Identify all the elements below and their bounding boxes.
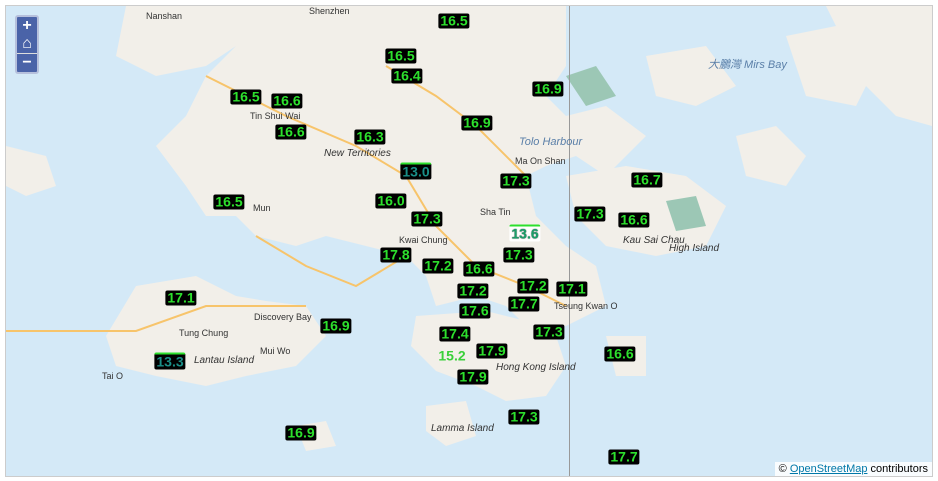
temperature-label[interactable]: 16.3: [354, 128, 386, 145]
temperature-label[interactable]: 17.2: [457, 282, 489, 299]
place-label: Nanshan: [146, 11, 183, 21]
temperature-label[interactable]: 17.3: [533, 323, 565, 340]
temperature-label[interactable]: 16.6: [271, 92, 303, 109]
temperature-label[interactable]: 16.0: [375, 192, 407, 209]
temperature-label[interactable]: 16.6: [618, 211, 650, 228]
attribution-suffix: contributors: [867, 463, 928, 475]
home-button[interactable]: ⌂: [22, 35, 32, 52]
place-label: Lantau Island: [194, 355, 255, 366]
place-label: Discovery Bay: [254, 312, 312, 322]
temperature-label[interactable]: 16.5: [385, 47, 417, 64]
temperature-label[interactable]: 17.8: [380, 246, 412, 263]
place-label: Shenzhen: [309, 6, 350, 16]
place-label: Tai O: [102, 371, 124, 381]
zoom-control: + ⌂ −: [15, 15, 39, 74]
boundary-line: [569, 6, 570, 476]
temperature-label[interactable]: 13.3: [154, 352, 186, 370]
temperature-label[interactable]: 16.9: [320, 317, 352, 334]
temperature-label[interactable]: 17.3: [503, 246, 535, 263]
temperature-label[interactable]: 16.9: [285, 424, 317, 441]
temperature-label[interactable]: 17.3: [508, 408, 540, 425]
temperature-label[interactable]: 16.9: [532, 80, 564, 97]
temperature-label[interactable]: 17.2: [422, 257, 454, 274]
zoom-out-button[interactable]: −: [17, 53, 37, 72]
attribution: © OpenStreetMap contributors: [774, 462, 932, 476]
temperature-label[interactable]: 16.5: [213, 193, 245, 210]
temperature-label[interactable]: 16.4: [391, 67, 423, 84]
temperature-label[interactable]: 17.3: [411, 210, 443, 227]
place-label: Tseung Kwan O: [554, 301, 618, 311]
place-label: Hong Kong Island: [496, 362, 576, 373]
place-label: Tolo Harbour: [519, 136, 583, 148]
temperature-label[interactable]: 17.3: [574, 205, 606, 222]
temperature-label[interactable]: 17.7: [608, 448, 640, 465]
map[interactable]: Nanshan Shenzhen Tin Shui Wai New Territori…: [5, 5, 933, 477]
temperature-label[interactable]: 13.0: [400, 162, 432, 180]
attribution-prefix: ©: [778, 463, 790, 475]
temperature-label[interactable]: 15.2: [438, 347, 466, 364]
place-label: Mun: [253, 203, 271, 213]
temperature-label[interactable]: 17.1: [165, 289, 197, 306]
map-base: [6, 6, 932, 451]
place-label: Tin Shui Wai: [250, 111, 301, 121]
temperature-label[interactable]: 16.5: [438, 12, 470, 29]
temperature-label[interactable]: 17.9: [476, 342, 508, 359]
place-label: Ma On Shan: [515, 156, 566, 166]
temperature-label[interactable]: 16.6: [604, 345, 636, 362]
temperature-label[interactable]: 17.1: [556, 280, 588, 297]
temperature-label[interactable]: 17.2: [517, 277, 549, 294]
place-label: Mui Wo: [260, 346, 291, 356]
temperature-label[interactable]: 16.7: [631, 171, 663, 188]
place-label: Kau Sai Chau: [623, 235, 685, 246]
place-label: Lamma Island: [431, 423, 494, 434]
place-label: Tung Chung: [179, 328, 229, 338]
place-label: Kwai Chung: [399, 235, 448, 245]
temperature-label[interactable]: 13.6: [509, 224, 541, 242]
osm-link[interactable]: OpenStreetMap: [789, 463, 868, 475]
place-label: 大鵬灣 Mirs Bay: [708, 59, 787, 71]
temperature-label[interactable]: 16.6: [463, 260, 495, 277]
temperature-label[interactable]: 17.7: [508, 295, 540, 312]
temperature-label[interactable]: 16.9: [461, 114, 493, 131]
place-label: High Island: [669, 243, 720, 254]
temperature-label[interactable]: 16.6: [275, 123, 307, 140]
temperature-label[interactable]: 16.5: [230, 88, 262, 105]
place-label: New Territories: [324, 148, 391, 159]
place-label: Sha Tin: [480, 207, 511, 217]
temperature-label[interactable]: 17.6: [459, 302, 491, 319]
temperature-label[interactable]: 17.3: [500, 172, 532, 189]
temperature-label[interactable]: 17.9: [457, 368, 489, 385]
zoom-in-button[interactable]: +: [22, 17, 32, 34]
temperature-label[interactable]: 17.4: [439, 325, 471, 342]
